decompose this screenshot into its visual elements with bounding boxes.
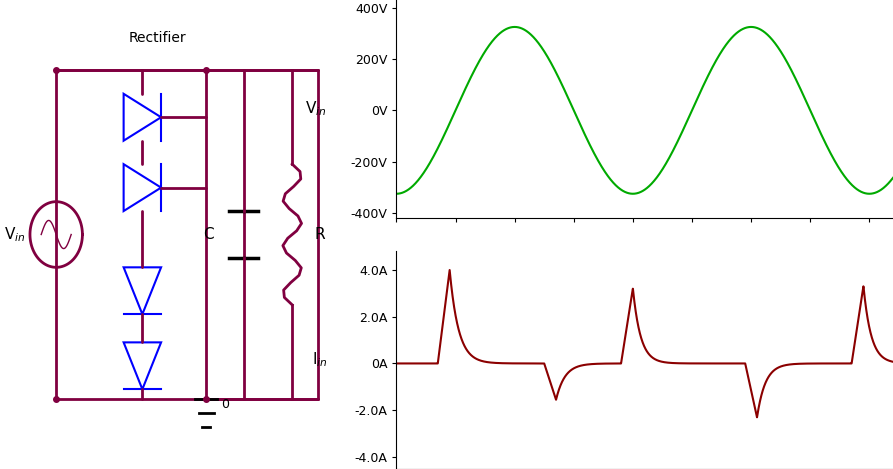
Text: 0: 0 [221,398,229,411]
Text: V$_{in}$: V$_{in}$ [4,225,26,244]
Text: Rectifier: Rectifier [129,30,186,45]
Y-axis label: V$_{in}$: V$_{in}$ [305,100,327,118]
Text: C: C [203,227,213,242]
Text: R: R [314,227,325,242]
Y-axis label: I$_{in}$: I$_{in}$ [312,351,328,369]
